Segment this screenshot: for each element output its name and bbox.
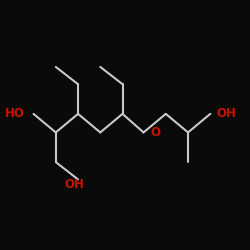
Text: OH: OH: [64, 178, 84, 191]
Text: HO: HO: [5, 108, 25, 120]
Text: OH: OH: [216, 108, 236, 120]
Text: O: O: [150, 126, 160, 139]
